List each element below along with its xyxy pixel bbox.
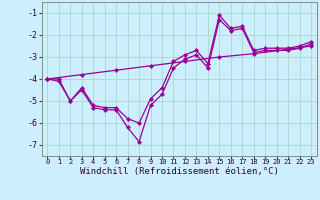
X-axis label: Windchill (Refroidissement éolien,°C): Windchill (Refroidissement éolien,°C) <box>80 167 279 176</box>
